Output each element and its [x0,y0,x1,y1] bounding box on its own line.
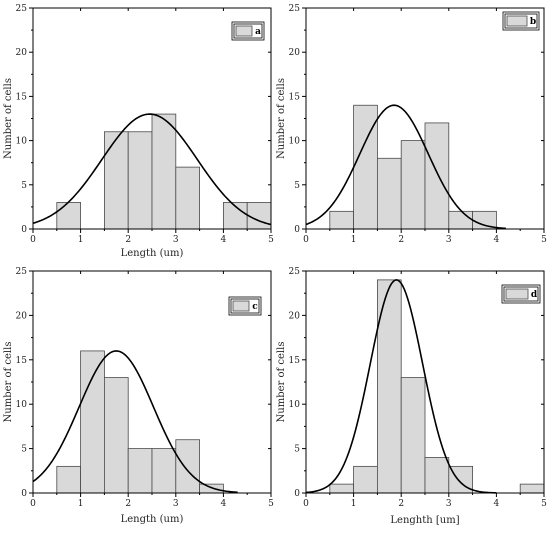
x-tick-label: 5 [541,235,547,245]
y-axis-label: Number of cells [3,78,14,159]
x-tick-label: 3 [446,235,452,245]
x-tick-label: 1 [78,235,84,245]
x-tick-label: 2 [398,499,404,509]
x-tick-label: 4 [494,499,500,509]
histogram-bar [448,210,473,230]
y-tick-label: 15 [16,356,28,366]
histogram-bar [519,483,545,494]
x-tick-label: 0 [30,235,36,245]
x-tick-label: 2 [125,499,131,509]
x-tick-label: 0 [303,235,309,245]
x-tick-label: 4 [221,235,227,245]
normal-fit-curve [305,104,506,230]
y-tick-label: 15 [289,356,301,366]
y-tick-label: 25 [289,267,301,277]
y-tick-label: 10 [16,137,28,147]
legend-swatch [235,25,253,37]
y-tick-label: 20 [16,311,28,321]
histogram-bar [127,131,153,230]
chart-panel-d: 0 1 2 3 4 5 0 5 10 15 20 25 Number of cells Lenghth [… [276,267,547,526]
chart-panel-b: 0 1 2 3 4 5 0 5 10 15 20 25 Number of cells b [276,4,547,245]
histogram-bar [56,465,81,494]
histogram-bar [151,448,177,494]
histogram-bar [329,483,354,494]
normal-fit-curve [32,350,238,494]
x-tick-label: 4 [221,499,227,509]
legend: a [231,21,265,41]
x-tick-label: 1 [78,499,84,509]
histogram-bar [199,483,224,494]
x-axis-label: Length (um) [121,248,184,259]
y-tick-label: 10 [16,400,28,410]
y-tick-label: 5 [21,181,27,191]
y-tick-label: 0 [21,225,27,235]
x-tick-label: 3 [446,499,452,509]
legend: c [228,296,262,316]
x-tick-label: 4 [494,235,500,245]
histogram-bar [329,210,354,230]
histogram-bar [376,157,402,230]
y-tick-label: 10 [289,400,301,410]
x-axis-label: Lenghth [um] [390,515,459,526]
legend-label: c [252,302,258,312]
histogram-bar [353,465,378,494]
y-tick-label: 5 [21,445,27,455]
y-tick-label: 25 [16,267,28,277]
normal-fit-curve [32,113,272,226]
y-tick-label: 20 [289,311,301,321]
y-tick-label: 5 [294,181,300,191]
chart-panel-a: 0 1 2 3 4 5 0 5 10 15 20 25 Number of cells Length (u… [3,4,274,259]
histogram-bar [424,122,450,230]
legend-swatch [505,288,529,300]
x-tick-label: 0 [303,499,309,509]
y-axis-label: Number of cells [276,342,287,423]
y-tick-label: 15 [289,92,301,102]
normal-fit-curve [305,279,497,494]
histogram-bar [400,140,426,230]
legend-swatch [506,15,528,27]
y-tick-label: 10 [289,137,301,147]
y-tick-label: 15 [16,92,28,102]
y-axis-label: Number of cells [3,342,14,423]
histogram-bar [127,448,153,494]
legend: d [501,284,541,304]
y-tick-label: 0 [294,225,300,235]
histogram-bar [424,457,450,494]
x-tick-label: 3 [173,235,179,245]
legend-label: a [255,27,261,37]
legend: b [502,11,540,31]
x-tick-label: 1 [351,235,357,245]
legend-label: b [530,17,536,27]
x-axis-label: Length (um) [121,514,184,525]
chart-panel-c: 0 1 2 3 4 5 0 5 10 15 20 25 Number of cells Length (u… [3,267,274,525]
histogram-bar [175,166,201,230]
y-tick-label: 25 [16,4,28,14]
x-tick-label: 3 [173,499,179,509]
histogram-bar [246,202,272,230]
y-tick-label: 0 [294,489,300,499]
legend-label: d [531,290,538,300]
y-tick-label: 20 [289,48,301,58]
histogram-bar [400,377,426,494]
x-tick-label: 5 [268,235,274,245]
legend-swatch [232,300,250,312]
y-axis-label: Number of cells [276,78,287,159]
x-tick-label: 5 [541,499,547,509]
y-tick-label: 25 [289,4,301,14]
histogram-bar [80,350,105,494]
x-tick-label: 0 [30,499,36,509]
x-tick-label: 1 [351,499,357,509]
histogram-bar [56,202,81,230]
x-tick-label: 5 [268,499,274,509]
y-tick-label: 0 [21,489,27,499]
x-tick-label: 2 [398,235,404,245]
histogram-bar [104,131,129,230]
histogram-bar [151,113,177,230]
x-tick-label: 2 [125,235,131,245]
histogram-bar [175,439,201,494]
y-tick-label: 20 [16,48,28,58]
y-tick-label: 5 [294,445,300,455]
histogram-bar [104,377,129,494]
